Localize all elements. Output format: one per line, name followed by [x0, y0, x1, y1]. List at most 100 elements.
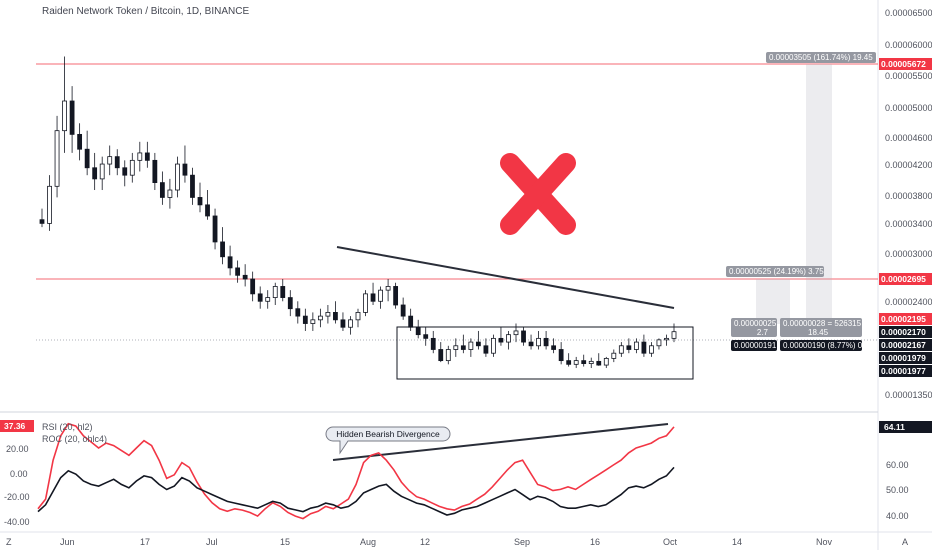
- candle-body: [317, 315, 323, 321]
- candle-body: [47, 185, 52, 224]
- measure-label-6: 0.00000190 (8.77%) 0: [780, 340, 863, 351]
- roc-legend[interactable]: ROC (20, ohlc4): [42, 434, 107, 444]
- candle-body: [626, 345, 632, 350]
- candle-body: [603, 357, 609, 366]
- candle-body: [633, 341, 639, 350]
- candle-body: [107, 156, 113, 165]
- svg-text:18.45: 18.45: [808, 328, 829, 337]
- measure-label-1: 0.00003505 (161.74%) 19.45: [766, 52, 876, 63]
- price-axis[interactable]: 0.00006500 0.00006000 0.00005500 0.00005…: [885, 8, 932, 400]
- rsi-tick: 60.00: [886, 460, 909, 470]
- candle-body: [460, 345, 466, 350]
- candle-body: [175, 163, 180, 191]
- price-tag-4: 0.00001979: [879, 352, 932, 364]
- svg-text:0.00000525 (24.19%) 3.75: 0.00000525 (24.19%) 3.75: [729, 267, 824, 276]
- candle-body: [212, 215, 218, 243]
- candle-body: [656, 339, 662, 347]
- roc-tick: -40.00: [4, 517, 30, 527]
- candle-body: [333, 312, 338, 321]
- candle-body: [618, 345, 624, 354]
- range-box[interactable]: [396, 326, 694, 380]
- svg-text:0.00000191: 0.00000191: [734, 341, 777, 350]
- candle-body: [393, 286, 399, 306]
- divergence-callout[interactable]: Hidden Bearish Divergence: [325, 426, 451, 455]
- candle-body: [325, 312, 331, 317]
- candle-body: [159, 182, 165, 198]
- candle-body: [445, 349, 451, 362]
- divergence-label: Hidden Bearish Divergence: [336, 429, 440, 439]
- candle-body: [114, 156, 120, 169]
- measure-bar-long[interactable]: [806, 64, 832, 324]
- candle-body: [54, 130, 60, 187]
- candle-body: [167, 189, 173, 198]
- candle-body: [310, 319, 316, 324]
- time-tick: 16: [590, 537, 600, 547]
- candle-body: [453, 345, 459, 350]
- candle-body: [641, 341, 647, 354]
- candle-body: [235, 267, 241, 276]
- candle-body: [302, 315, 308, 324]
- candle-body: [280, 286, 286, 298]
- candle-body: [558, 349, 564, 362]
- price-tick: 0.00005000: [885, 103, 932, 113]
- time-tick: Nov: [816, 537, 833, 547]
- candle-body: [468, 341, 474, 350]
- candle-body: [122, 167, 128, 176]
- candle-body: [144, 152, 150, 161]
- candle-body: [581, 360, 587, 364]
- candle-body: [77, 133, 83, 150]
- candle-body: [573, 360, 579, 365]
- indicator-value-tag-left: 37.36: [0, 420, 34, 432]
- time-tick: 14: [732, 537, 742, 547]
- candle-body: [543, 337, 549, 347]
- candle-body: [197, 197, 203, 206]
- svg-text:0.00003505 (161.74%) 19.45: 0.00003505 (161.74%) 19.45: [769, 53, 873, 62]
- candle-body: [588, 360, 594, 364]
- svg-text:0.00002695: 0.00002695: [881, 274, 926, 284]
- svg-text:0.00001979: 0.00001979: [881, 353, 926, 363]
- candle-body: [430, 337, 436, 350]
- measure-label-3: 0.00000025 2.7: [731, 318, 777, 337]
- candle-body: [415, 326, 421, 336]
- candle-body: [242, 274, 248, 280]
- candle-body: [370, 293, 376, 302]
- candle-body: [363, 293, 368, 313]
- last-price-tag: 0.00002195: [879, 313, 932, 325]
- price-trendline[interactable]: [336, 246, 675, 309]
- candle-body: [205, 204, 210, 217]
- candle-body: [506, 334, 511, 343]
- candle-body: [84, 148, 90, 169]
- candle-body: [528, 341, 534, 347]
- candle-body: [295, 308, 301, 317]
- auto-scale-corner[interactable]: A: [902, 537, 908, 547]
- candle-body: [257, 293, 263, 302]
- candle-body: [423, 334, 429, 339]
- candle-body: [265, 297, 271, 302]
- svg-text:0.00002167: 0.00002167: [881, 340, 926, 350]
- candle-body: [566, 360, 572, 365]
- candle-body: [182, 163, 188, 176]
- timezone-corner[interactable]: Z: [6, 537, 12, 547]
- candle-body: [483, 345, 489, 354]
- candle-body: [521, 330, 526, 343]
- candle-body: [220, 241, 225, 258]
- level-tag-upper: 0.00005672: [879, 58, 932, 70]
- time-tick: 17: [140, 537, 150, 547]
- candle-body: [227, 256, 233, 269]
- candle-body: [408, 315, 414, 328]
- price-tick: 0.00005500: [885, 71, 932, 81]
- time-axis[interactable]: Jun 17 Jul 15 Aug 12 Sep 16 Oct 14 Nov: [60, 537, 833, 547]
- svg-text:37.36: 37.36: [4, 421, 26, 431]
- candle-body: [536, 337, 541, 347]
- rsi-legend[interactable]: RSI (20, hl2): [42, 422, 93, 432]
- candle-body: [649, 345, 654, 354]
- candle-body: [69, 100, 75, 135]
- svg-text:0.00001977: 0.00001977: [881, 366, 926, 376]
- rsi-trendline[interactable]: [332, 423, 669, 461]
- svg-text:2.7: 2.7: [757, 328, 769, 337]
- rsi-tick: 50.00: [886, 485, 909, 495]
- svg-text:0.00005672: 0.00005672: [881, 59, 926, 69]
- measure-bar-short[interactable]: [756, 279, 790, 324]
- roc-line: [37, 422, 675, 520]
